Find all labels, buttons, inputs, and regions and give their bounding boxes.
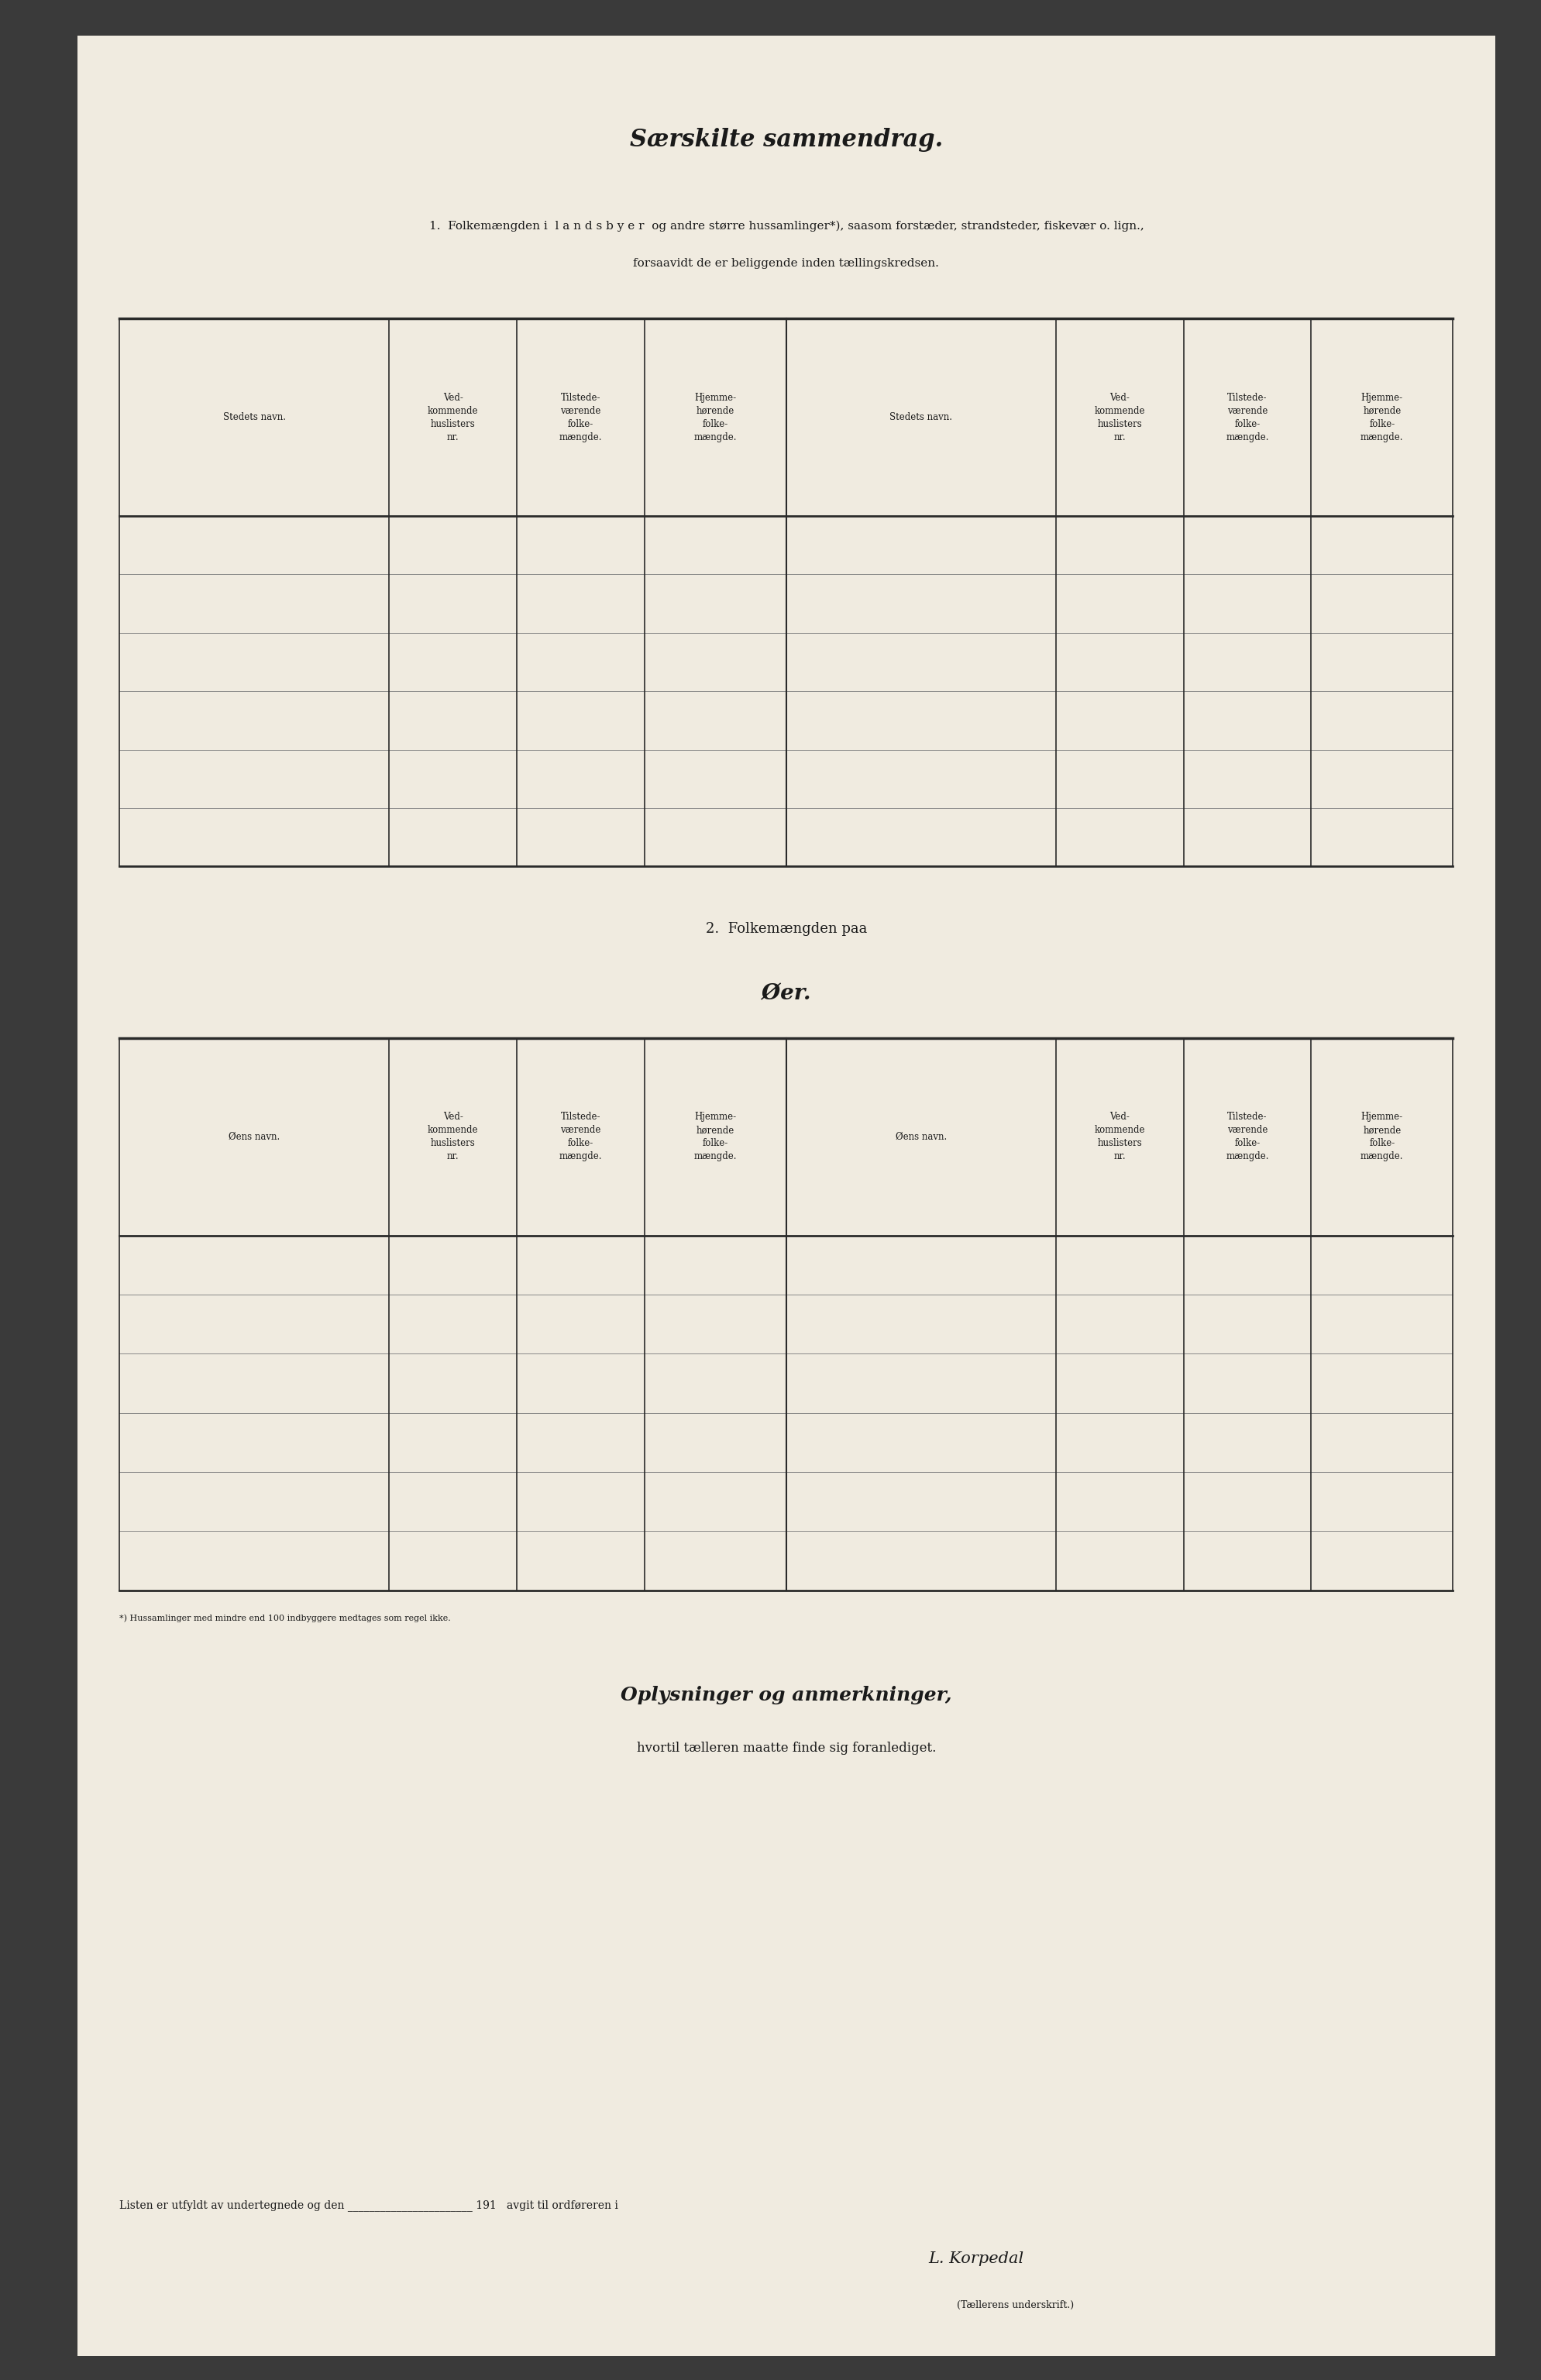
Text: forsaavidt de er beliggende inden tællingskredsen.: forsaavidt de er beliggende inden tællin… [633, 257, 938, 269]
Text: Ved-
kommende
huslisters
nr.: Ved- kommende huslisters nr. [1094, 393, 1145, 443]
Text: Stedets navn.: Stedets navn. [223, 412, 285, 424]
Text: Hjemme-
hørende
folke-
mængde.: Hjemme- hørende folke- mængde. [1359, 1111, 1402, 1161]
Text: Hjemme-
hørende
folke-
mængde.: Hjemme- hørende folke- mængde. [693, 1111, 737, 1161]
Text: 1.  Folkemængden i  l a n d s b y e r  og andre større hussamlinger*), saasom fo: 1. Folkemængden i l a n d s b y e r og a… [428, 221, 1143, 231]
Text: Stedets navn.: Stedets navn. [889, 412, 952, 424]
Text: Oplysninger og anmerkninger,: Oplysninger og anmerkninger, [621, 1685, 951, 1704]
Text: Listen er utfyldt av undertegnede og den _______________________ 191   avgit til: Listen er utfyldt av undertegnede og den… [120, 2199, 618, 2211]
Text: Tilstede-
værende
folke-
mængde.: Tilstede- værende folke- mængde. [559, 393, 603, 443]
Text: Tilstede-
værende
folke-
mængde.: Tilstede- værende folke- mængde. [559, 1111, 603, 1161]
Text: hvortil tælleren maatte finde sig foranlediget.: hvortil tælleren maatte finde sig foranl… [636, 1742, 935, 1754]
Text: *) Hussamlinger med mindre end 100 indbyggere medtages som regel ikke.: *) Hussamlinger med mindre end 100 indby… [120, 1614, 452, 1623]
Text: Hjemme-
hørende
folke-
mængde.: Hjemme- hørende folke- mængde. [1359, 393, 1402, 443]
Text: Tilstede-
værende
folke-
mængde.: Tilstede- værende folke- mængde. [1225, 1111, 1268, 1161]
Text: L. Korpedal: L. Korpedal [928, 2251, 1023, 2266]
Text: Øens navn.: Øens navn. [895, 1133, 946, 1142]
Text: Hjemme-
hørende
folke-
mængde.: Hjemme- hørende folke- mængde. [693, 393, 737, 443]
Text: Særskilte sammendrag.: Særskilte sammendrag. [629, 129, 943, 152]
Text: (Tællerens underskrift.): (Tællerens underskrift.) [955, 2299, 1073, 2311]
Text: Øer.: Øer. [761, 983, 811, 1004]
Text: Øens navn.: Øens navn. [228, 1133, 280, 1142]
Text: 2.  Folkemængden paa: 2. Folkemængden paa [706, 921, 866, 935]
Text: Ved-
kommende
huslisters
nr.: Ved- kommende huslisters nr. [1094, 1111, 1145, 1161]
Text: Ved-
kommende
huslisters
nr.: Ved- kommende huslisters nr. [427, 1111, 478, 1161]
Text: Tilstede-
værende
folke-
mængde.: Tilstede- værende folke- mængde. [1225, 393, 1268, 443]
Text: Ved-
kommende
huslisters
nr.: Ved- kommende huslisters nr. [427, 393, 478, 443]
